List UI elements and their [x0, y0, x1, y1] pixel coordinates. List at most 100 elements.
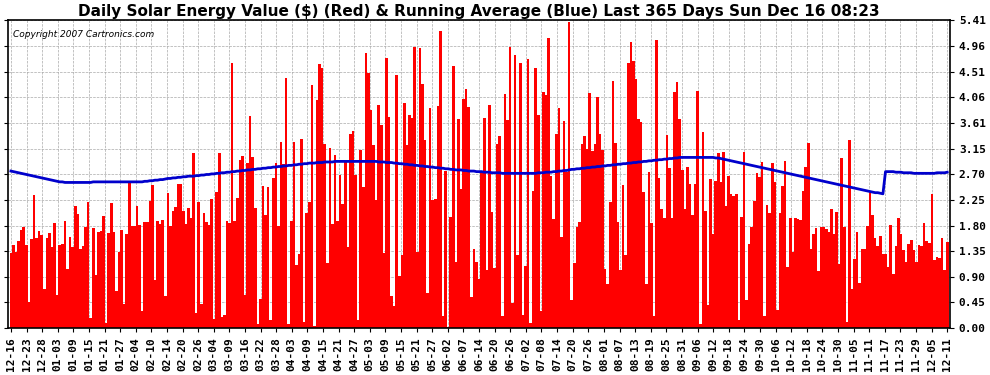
Bar	[226, 221, 229, 328]
Bar	[575, 227, 578, 328]
Bar	[192, 153, 195, 328]
Bar	[107, 233, 110, 328]
Bar	[596, 97, 599, 328]
Bar	[750, 227, 753, 328]
Bar	[385, 58, 388, 328]
Bar	[810, 249, 812, 328]
Bar	[177, 184, 179, 328]
Bar	[573, 263, 575, 328]
Bar	[136, 206, 139, 328]
Bar	[836, 212, 838, 328]
Bar	[562, 121, 565, 328]
Bar	[15, 252, 18, 328]
Bar	[267, 187, 269, 328]
Bar	[683, 209, 686, 328]
Bar	[733, 196, 735, 328]
Bar	[115, 291, 118, 328]
Bar	[802, 191, 805, 328]
Bar	[319, 64, 321, 328]
Bar	[472, 249, 475, 328]
Bar	[18, 241, 20, 328]
Bar	[414, 47, 416, 328]
Bar	[295, 265, 298, 328]
Bar	[838, 264, 841, 328]
Bar	[668, 168, 670, 328]
Bar	[424, 140, 427, 328]
Bar	[462, 99, 465, 328]
Bar	[123, 304, 126, 328]
Bar	[118, 252, 120, 328]
Bar	[758, 177, 760, 328]
Bar	[905, 262, 908, 328]
Bar	[660, 209, 663, 328]
Bar	[12, 245, 15, 328]
Bar	[760, 162, 763, 328]
Bar	[728, 176, 730, 328]
Bar	[557, 108, 560, 328]
Bar	[547, 38, 549, 328]
Bar	[704, 211, 707, 328]
Bar	[900, 234, 902, 328]
Bar	[812, 234, 815, 328]
Bar	[256, 324, 259, 328]
Bar	[92, 228, 94, 328]
Bar	[789, 218, 792, 328]
Bar	[722, 152, 725, 328]
Bar	[681, 170, 683, 328]
Bar	[607, 284, 609, 328]
Bar	[612, 81, 614, 328]
Bar	[20, 230, 23, 328]
Bar	[216, 192, 218, 328]
Bar	[915, 262, 918, 328]
Bar	[321, 68, 324, 328]
Bar	[910, 240, 913, 328]
Bar	[229, 223, 231, 328]
Bar	[560, 237, 562, 328]
Bar	[581, 144, 583, 328]
Bar	[794, 217, 797, 328]
Bar	[375, 200, 377, 328]
Title: Daily Solar Energy Value ($) (Red) & Running Average (Blue) Last 365 Days Sun De: Daily Solar Energy Value ($) (Red) & Run…	[78, 4, 880, 19]
Bar	[470, 297, 472, 328]
Bar	[652, 316, 655, 328]
Bar	[552, 219, 555, 328]
Bar	[640, 122, 643, 328]
Bar	[753, 201, 755, 328]
Bar	[457, 118, 459, 328]
Bar	[617, 222, 620, 328]
Bar	[825, 229, 828, 328]
Bar	[332, 224, 334, 328]
Bar	[665, 135, 668, 328]
Bar	[285, 78, 287, 328]
Bar	[483, 117, 485, 328]
Bar	[221, 317, 223, 328]
Bar	[530, 323, 532, 328]
Bar	[382, 253, 385, 328]
Bar	[861, 249, 863, 328]
Bar	[58, 245, 61, 328]
Bar	[63, 221, 66, 328]
Bar	[97, 232, 100, 328]
Bar	[120, 230, 123, 328]
Bar	[488, 105, 491, 328]
Bar	[792, 252, 794, 328]
Bar	[850, 290, 853, 328]
Bar	[300, 139, 303, 328]
Bar	[755, 173, 758, 328]
Bar	[401, 255, 403, 328]
Bar	[68, 237, 71, 328]
Bar	[655, 40, 657, 328]
Bar	[303, 322, 306, 328]
Bar	[223, 315, 226, 328]
Bar	[882, 255, 884, 328]
Bar	[169, 226, 171, 328]
Bar	[287, 324, 290, 328]
Bar	[741, 216, 742, 328]
Bar	[845, 322, 848, 328]
Bar	[568, 22, 570, 328]
Bar	[393, 306, 395, 328]
Bar	[485, 270, 488, 328]
Bar	[856, 232, 858, 328]
Bar	[647, 172, 650, 328]
Bar	[745, 300, 747, 328]
